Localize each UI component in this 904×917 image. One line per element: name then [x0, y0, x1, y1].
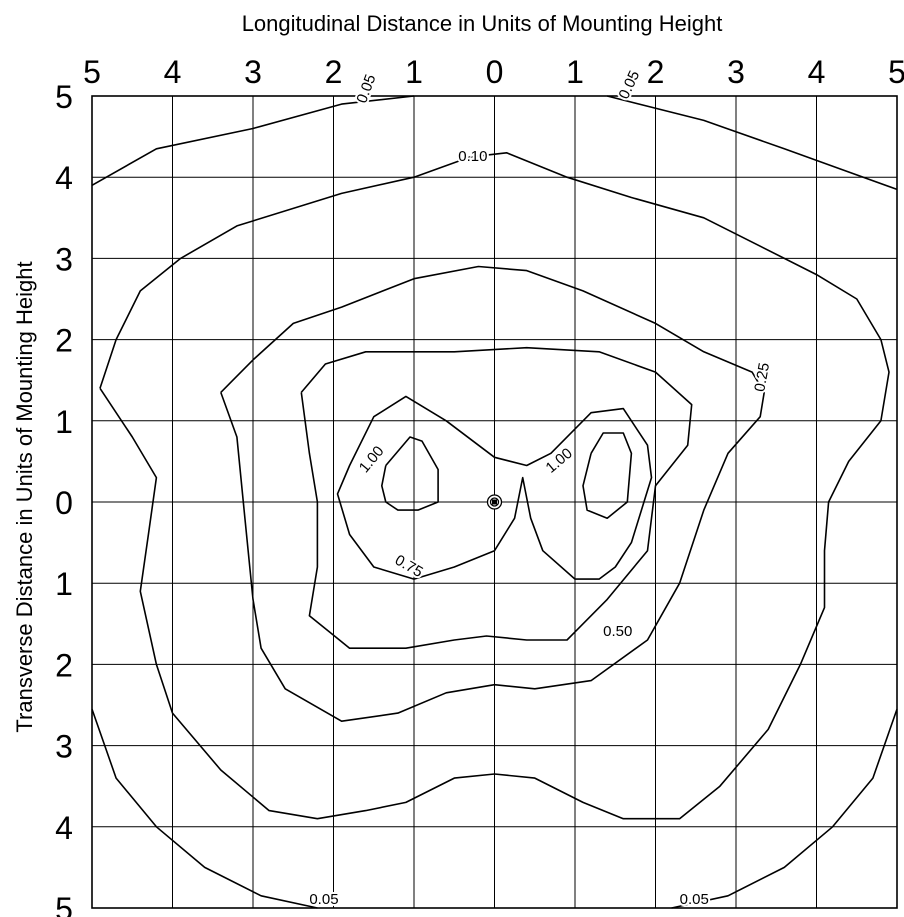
x-tick-label: 1: [566, 54, 584, 90]
x-tick-label: 1: [405, 54, 423, 90]
contour-label: 0.05: [680, 891, 709, 908]
contour-line-0-10: [99, 152, 890, 820]
plot-frame: [91, 95, 898, 909]
x-tick-label: 2: [325, 54, 343, 90]
contour-line-0-05: [671, 708, 898, 909]
contour-label: 0.25: [751, 361, 773, 393]
contour-label: 0.10: [458, 148, 487, 165]
x-tick-label: 5: [83, 54, 101, 90]
contour-label: 0.05: [309, 891, 338, 908]
x-tick-label: 0: [486, 54, 504, 90]
y-tick-label: 4: [55, 160, 73, 196]
contour-line-0-75: [336, 395, 653, 580]
x-axis-title: Longitudinal Distance in Units of Mounti…: [242, 11, 723, 36]
x-tick-label: 4: [164, 54, 182, 90]
luminaire-center: [492, 499, 497, 505]
x-tick-label: 3: [727, 54, 745, 90]
y-tick-label: 1: [55, 404, 73, 440]
contour-label: 1.00: [356, 443, 388, 476]
y-tick-label: 3: [55, 241, 73, 277]
y-tick-label: 2: [55, 323, 73, 359]
x-tick-label: 2: [647, 54, 665, 90]
y-tick-label: 5: [55, 891, 73, 917]
x-tick-label: 3: [244, 54, 262, 90]
contour-line-1-00: [582, 432, 633, 519]
y-tick-labels: 5 4 3 2 1 0 1 2 3 4 5: [55, 79, 73, 917]
y-tick-label: 5: [55, 79, 73, 115]
y-tick-label: 2: [55, 647, 73, 683]
x-tick-label: 4: [808, 54, 826, 90]
contour-line-0-05: [607, 95, 898, 191]
contour-line-0-05: [91, 95, 415, 186]
contour-line-1-00: [381, 436, 439, 511]
contour-line-0-05: [91, 708, 318, 909]
y-axis-title: Transverse Distance in Units of Mounting…: [12, 261, 37, 732]
y-tick-label: 1: [55, 566, 73, 602]
contour-lines: [91, 95, 898, 909]
contour-line-0-25: [220, 265, 765, 722]
x-tick-labels: 5 4 3 2 1 0 1 2 3 4 5: [83, 54, 904, 90]
contour-line-0-50: [300, 346, 693, 649]
luminaire-marker: [486, 494, 503, 510]
y-tick-label: 4: [55, 810, 73, 846]
y-tick-label: 0: [55, 485, 73, 521]
contour-label: 0.50: [603, 623, 632, 640]
y-tick-label: 3: [55, 729, 73, 765]
contour-label: 1.00: [542, 445, 575, 477]
x-tick-label: 5: [888, 54, 904, 90]
